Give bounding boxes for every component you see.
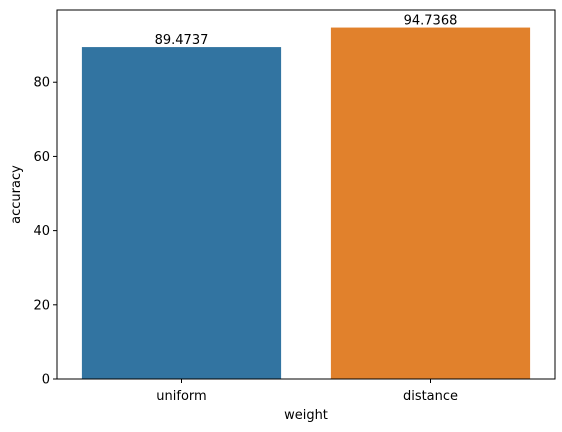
plot-frame (56, 9, 556, 380)
x-tick-label: distance (403, 389, 458, 404)
bar-uniform (81, 47, 282, 379)
y-tick-label: 80 (33, 76, 50, 91)
y-tick-label: 40 (33, 224, 50, 239)
y-tick-label: 60 (33, 150, 50, 165)
y-axis-ticks: 0 20 40 60 80 (33, 76, 57, 388)
x-axis-label: weight (284, 408, 328, 423)
x-tick-label: uniform (156, 389, 206, 404)
x-axis-ticks: uniform distance (156, 379, 458, 404)
data-labels-group: 89.4737 94.7368 (155, 14, 458, 49)
y-axis-label: accuracy (9, 165, 24, 224)
bar-distance (330, 27, 531, 380)
data-label-distance: 94.7368 (404, 14, 458, 29)
y-tick-label: 0 (42, 373, 50, 388)
data-label-uniform: 89.4737 (155, 33, 209, 48)
bars-group (81, 27, 531, 380)
y-tick-label: 20 (33, 298, 50, 313)
